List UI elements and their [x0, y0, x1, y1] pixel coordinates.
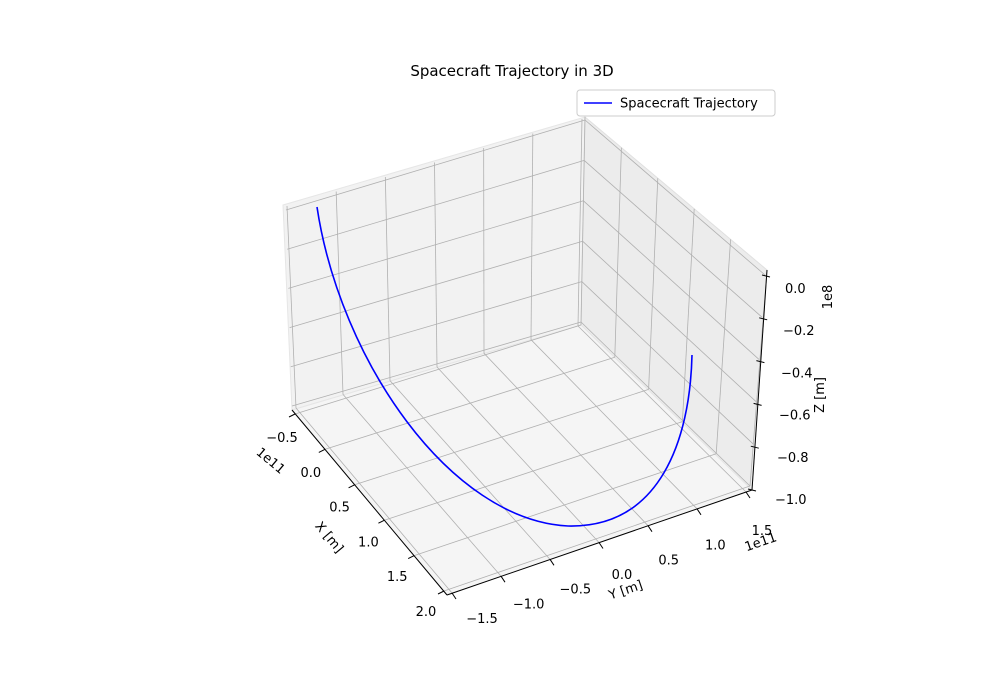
- y-gridline-wall: [286, 205, 297, 409]
- x-gridline-wall: [648, 178, 659, 390]
- z-gridline-right-wall: [580, 321, 751, 487]
- x-tick-mark: [348, 484, 355, 489]
- y-gridline-floor: [436, 366, 600, 543]
- z-gridline-right-wall: [583, 160, 763, 318]
- z-gridline-left-wall: [291, 321, 582, 407]
- chart-title: Spacecraft Trajectory in 3D: [410, 62, 613, 80]
- grid-lines: [285, 116, 768, 594]
- y-gridline-floor: [389, 380, 551, 560]
- z-tick-label: −1.0: [775, 493, 807, 508]
- z-gridline-right-wall: [583, 200, 760, 360]
- z-ticks: 0.0 −0.2 −0.4 −0.6 −0.8 −1.0: [747, 274, 815, 508]
- x-gridline-wall: [580, 116, 586, 326]
- x-tick-label: 1.0: [358, 535, 379, 550]
- z-axis-line: [751, 269, 768, 491]
- y-tick-mark: [598, 542, 604, 549]
- z-tick-label: −0.2: [783, 324, 815, 339]
- y-tick-mark: [647, 525, 653, 532]
- x-axis-label: X [m]: [311, 519, 346, 556]
- y-tick-label: 1.5: [752, 524, 773, 539]
- y-tick-label: −1.5: [466, 612, 498, 627]
- z-tick-mark: [747, 488, 757, 492]
- z-gridline-left-wall: [287, 160, 585, 250]
- z-gridline-left-wall: [285, 119, 586, 211]
- y-gridline-floor: [342, 394, 502, 577]
- legend-box: [576, 89, 776, 117]
- x-tick-label: 2.0: [416, 605, 437, 620]
- z-offset-text: 1e8: [821, 285, 836, 310]
- z-tick-label: −0.8: [777, 451, 809, 466]
- z-tick-mark: [759, 317, 768, 321]
- z-gridline-right-wall: [584, 119, 766, 276]
- series-spacecraft-trajectory: [316, 206, 693, 527]
- y-gridline-floor: [577, 325, 747, 493]
- x-tick-mark: [407, 555, 415, 560]
- x-gridline-floor: [324, 356, 615, 450]
- x-tick-mark: [378, 519, 385, 524]
- y-tick-mark: [696, 508, 702, 516]
- z-tick-mark: [750, 445, 759, 449]
- y-gridline-wall: [530, 133, 534, 340]
- x-gridline-wall: [614, 147, 622, 358]
- z-gridline-left-wall: [290, 281, 582, 368]
- y-tick-mark: [451, 592, 457, 600]
- z-gridline-left-wall: [289, 240, 583, 328]
- x-tick-label: 1.5: [387, 570, 408, 585]
- x-gridline-floor: [443, 485, 751, 592]
- y-gridline-floor: [295, 407, 453, 594]
- y-tick-mark: [500, 575, 506, 583]
- x-gridline-wall: [715, 239, 731, 454]
- y-tick-label: −0.5: [560, 583, 592, 598]
- z-gridline-right-wall: [581, 281, 754, 445]
- y-ticks: −1.5 −1.0 −0.5 0.0 0.5 1.0 1.5: [451, 491, 773, 627]
- z-tick-label: −0.4: [781, 366, 813, 381]
- z-tick-mark: [753, 402, 762, 406]
- z-tick-label: 0.0: [785, 282, 806, 297]
- x-tick-label: 0.5: [329, 501, 350, 516]
- x-tick-label: −0.5: [266, 431, 298, 446]
- y-gridline-floor: [483, 353, 649, 526]
- y-tick-mark: [549, 559, 555, 566]
- legend: Spacecraft Trajectory: [576, 89, 776, 117]
- y-gridline-wall: [335, 191, 344, 395]
- x-tick-label: 0.0: [300, 466, 321, 481]
- y-gridline-floor: [530, 339, 698, 510]
- y-offset-text: 1e11: [743, 530, 779, 555]
- y-gridline-wall: [434, 162, 438, 368]
- y-tick-mark: [745, 491, 751, 499]
- y-tick-label: 0.5: [658, 553, 679, 568]
- x-tick-mark: [288, 413, 296, 418]
- legend-entry-spacecraft-trajectory: Spacecraft Trajectory: [620, 97, 758, 112]
- y-tick-label: 0.0: [612, 568, 633, 583]
- z-axis-label: Z [m]: [813, 377, 828, 413]
- z-tick-label: −0.6: [779, 409, 811, 424]
- x-offset-text: 1e11: [253, 445, 288, 478]
- y-tick-label: −1.0: [513, 597, 545, 612]
- x-ticks: −0.5 0.0 0.5 1.0 1.5 2.0: [266, 413, 445, 620]
- x-axis-line: [291, 409, 448, 596]
- x-tick-mark: [437, 590, 445, 595]
- z-tick-mark: [761, 274, 771, 278]
- x-gridline-wall: [682, 208, 695, 422]
- z-tick-mark: [756, 360, 765, 364]
- x-gridline-floor: [294, 324, 582, 415]
- z-gridline-left-wall: [288, 200, 584, 289]
- x-tick-mark: [318, 448, 326, 453]
- y-gridline-wall: [577, 118, 583, 327]
- y-gridline-wall: [384, 176, 391, 381]
- z-gridline-right-wall: [582, 240, 757, 402]
- y-tick-label: 1.0: [705, 539, 726, 554]
